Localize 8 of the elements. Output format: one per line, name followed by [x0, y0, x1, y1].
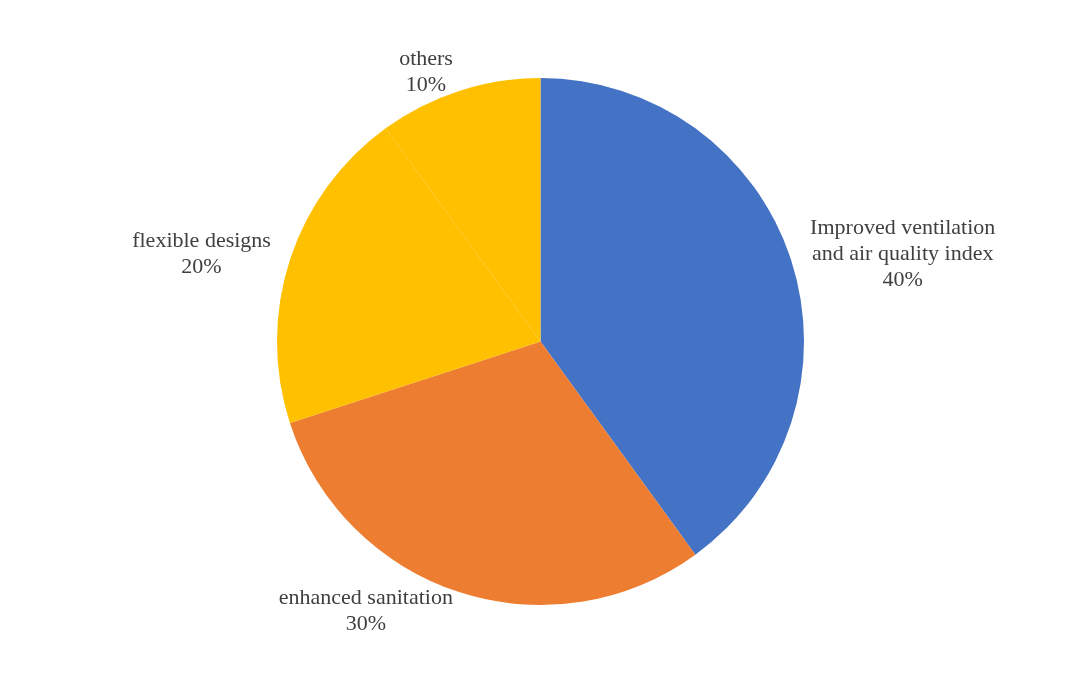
slice-label: flexible designs [132, 226, 271, 252]
data-label: 40% [882, 265, 923, 291]
slice-label: Improved ventilation and air quality index [810, 213, 996, 265]
slice-label: others [399, 44, 453, 70]
slice-label: enhanced sanitation [278, 583, 453, 609]
data-label: 20% [181, 252, 222, 278]
data-label: 10% [405, 70, 447, 96]
data-label: 30% [345, 609, 387, 635]
